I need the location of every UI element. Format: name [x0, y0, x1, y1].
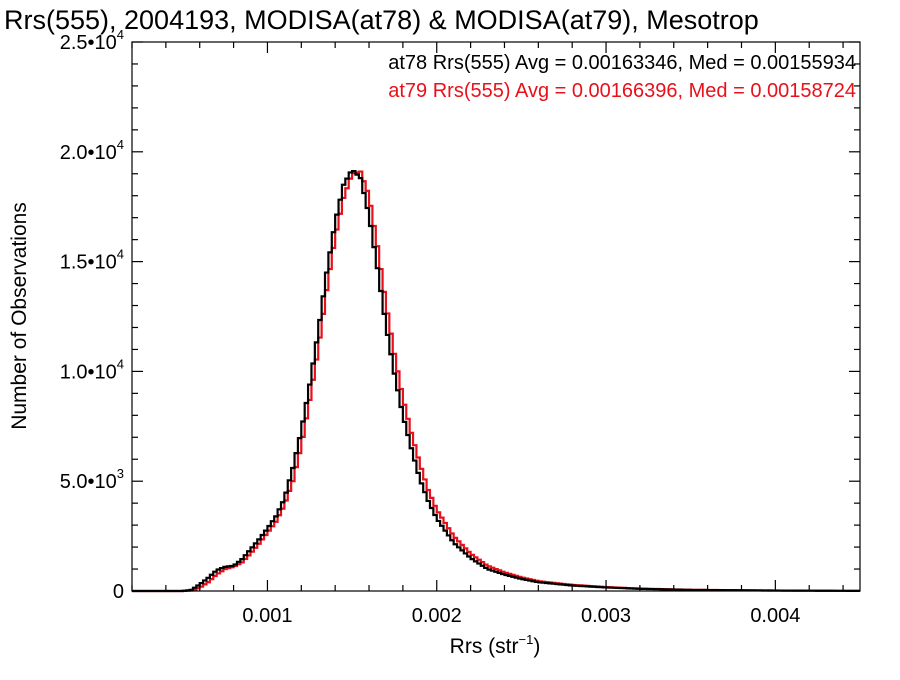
x-axis-label-exponent: −1 [519, 632, 534, 647]
x-tick-label: 0.004 [750, 605, 800, 627]
y-tick-label: 1.5•104 [60, 247, 124, 274]
y-tick-label: 0 [113, 581, 124, 603]
x-tick-label: 0.003 [581, 605, 631, 627]
x-axis-label-close: ) [533, 635, 540, 658]
chart-title: Rrs(555), 2004193, MODISA(at78) & MODISA… [4, 5, 759, 35]
series-at79-line [132, 170, 860, 593]
y-tick-label: 5.0•103 [60, 466, 124, 493]
y-tick-label: 2.5•104 [60, 27, 124, 54]
legend-entry-at78: at78 Rrs(555) Avg = 0.00163346, Med = 0.… [388, 52, 856, 74]
x-axis-label-text: Rrs (str [450, 635, 519, 658]
plot-area [132, 170, 860, 593]
series-at78-line [132, 170, 860, 593]
axis-ticks: 0.001 0.002 0.003 0.004 0 5.0•103 1.0•104 1.5•1… [60, 27, 860, 627]
y-axis-label: Number of Observations [8, 202, 31, 430]
x-axis-label: Rrs (str−1) [450, 632, 541, 658]
legend-entry-at79: at79 Rrs(555) Avg = 0.00166396, Med = 0.… [388, 80, 856, 102]
plot-frame [131, 41, 861, 592]
x-tick-label: 0.002 [412, 605, 462, 627]
x-tick-label: 0.001 [242, 605, 292, 627]
y-tick-label: 1.0•104 [60, 356, 124, 383]
y-tick-label: 2.0•104 [60, 137, 124, 164]
